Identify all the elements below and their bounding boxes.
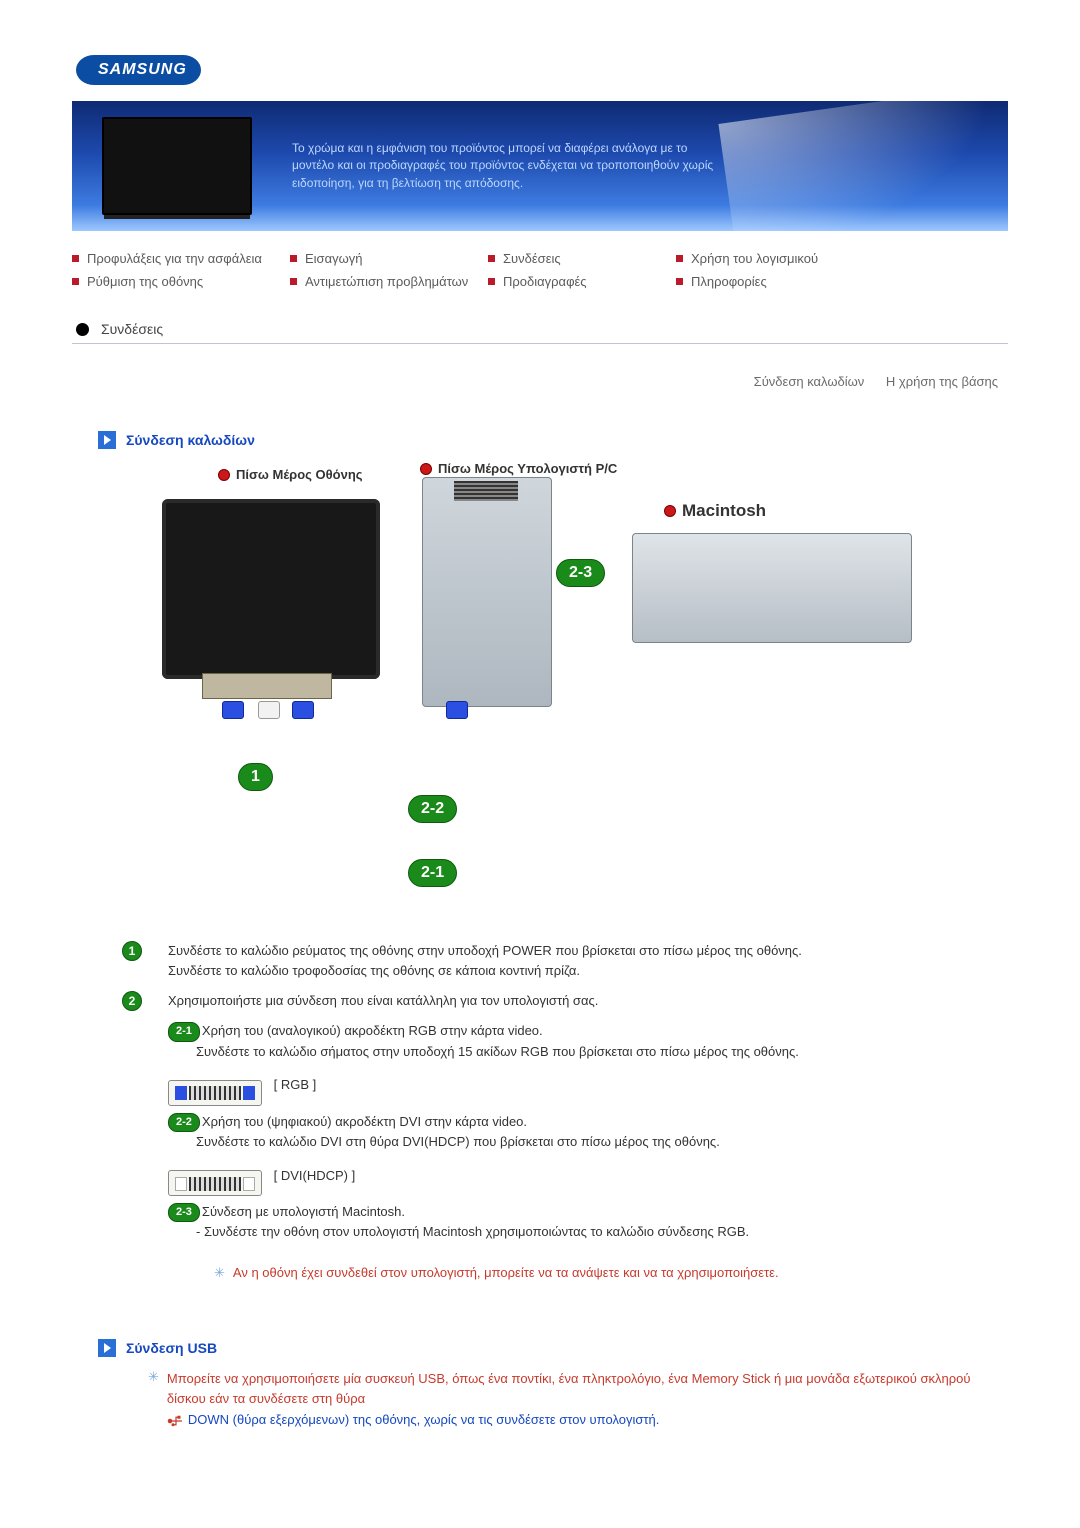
step-2: 2 Χρησιμοποιήστε μια σύνδεση που είναι κ… [122,991,958,1282]
rgb-label: [ RGB ] [274,1077,317,1092]
nav-label: Προδιαγραφές [503,274,587,289]
nav-label: Χρήση του λογισμικού [691,251,818,266]
bullet-icon [72,278,79,285]
nav-label: Προφυλάξεις για την ασφάλεια [87,251,262,266]
vga-connector-icon [222,701,244,719]
substep-2-1-desc: Συνδέστε το καλώδιο σήματος στην υποδοχή… [196,1042,799,1062]
heading-usb: Σύνδεση USB [98,1339,1008,1357]
nav-display-settings[interactable]: Ρύθμιση της οθόνης [72,274,282,289]
label-pc-rear: Πίσω Μέρος Υπολογιστή P/C [420,461,617,476]
step-2-intro: Χρησιμοποιήστε μια σύνδεση που είναι κατ… [168,991,799,1011]
bullet-icon [488,255,495,262]
step-1-body: Συνδέστε το καλώδιο ρεύματος της οθόνης … [168,941,802,981]
nav-label: Πληροφορίες [691,274,767,289]
pc-tower-graphic [422,477,552,707]
mac-graphic [632,533,912,643]
heading-text: Σύνδεση καλωδίων [126,432,255,448]
nav-safety[interactable]: Προφυλάξεις για την ασφάλεια [72,251,282,266]
bullet-icon [72,255,79,262]
step-1-line1: Συνδέστε το καλώδιο ρεύματος της οθόνης … [168,941,802,961]
usb-note-body: Μπορείτε να χρησιμοποιήσετε μία συσκευή … [167,1369,1008,1431]
step-1-line2: Συνδέστε το καλώδιο τροφοδοσίας της οθόν… [168,961,802,981]
bullet-icon [676,278,683,285]
nav-connections[interactable]: Συνδέσεις [488,251,668,266]
note-icon: ✳ [214,1263,225,1283]
substep-2-3: 2-3Σύνδεση με υπολογιστή Macintosh. - Συ… [168,1202,799,1242]
steps-list: 1 Συνδέστε το καλώδιο ρεύματος της οθόνη… [122,941,958,1283]
substep-2-3-desc: - Συνδέστε την οθόνη στον υπολογιστή Mac… [196,1222,799,1242]
step-2-body: Χρησιμοποιήστε μια σύνδεση που είναι κατ… [168,991,799,1282]
callout-2-2: 2-2 [408,795,457,823]
substep-2-3-title: Σύνδεση με υπολογιστή Macintosh. [202,1204,405,1219]
nav-software[interactable]: Χρήση του λογισμικού [676,251,896,266]
monitor-graphic [162,499,380,679]
hero-swoosh-graphic [718,101,1008,231]
subnav-cables[interactable]: Σύνδεση καλωδίων [754,374,865,389]
power-on-note: ✳ Αν η οθόνη έχει συνδεθεί στον υπολογισ… [214,1263,799,1283]
pc-vent-graphic [454,481,518,501]
usb-note-line2: DOWN (θύρα εξερχόμενων) της οθόνης, χωρί… [188,1412,659,1427]
usb-icon [167,1415,185,1427]
substep-2-2-title: Χρήση του (ψηφιακού) ακροδέκτη DVI στην … [202,1114,527,1129]
arrow-icon [98,1339,116,1357]
substep-2-2-desc: Συνδέστε το καλώδιο DVI στη θύρα DVI(HDC… [196,1132,799,1152]
monitor-ports-graphic [202,673,332,699]
nav-label: Ρύθμιση της οθόνης [87,274,203,289]
section-title: Συνδέσεις [101,321,163,337]
arrow-icon [98,431,116,449]
section-marker-connections: Συνδέσεις [72,311,1008,344]
dot-icon [76,323,89,336]
label-macintosh: Macintosh [664,501,766,521]
hero-notice-text: Το χρώμα και η εμφάνιση του προϊόντος μπ… [292,140,722,192]
subnav-stand[interactable]: Η χρήση της βάσης [886,374,998,389]
hero-monitor-graphic [102,117,252,215]
power-on-note-text: Αν η οθόνη έχει συνδεθεί στον υπολογιστή… [233,1263,779,1283]
note-icon: ✳ [148,1369,159,1431]
substep-2-1: 2-1Χρήση του (αναλογικού) ακροδέκτη RGB … [168,1021,799,1109]
connection-diagram: Πίσω Μέρος Οθόνης Πίσω Μέρος Υπολογιστή … [162,461,922,891]
bullet-icon [290,255,297,262]
subnav: Σύνδεση καλωδίων Η χρήση της βάσης [72,374,998,389]
nav-intro[interactable]: Εισαγωγή [290,251,480,266]
step-badge-1: 1 [122,941,142,961]
dvi-connector-icon [258,701,280,719]
samsung-logo: SAMSUNG [76,55,201,85]
bullet-icon [290,278,297,285]
vga-connector-icon [446,701,468,719]
callout-2-1: 2-1 [408,859,457,887]
label-monitor-rear: Πίσω Μέρος Οθόνης [218,467,363,482]
nav-label: Συνδέσεις [503,251,561,266]
nav-info[interactable]: Πληροφορίες [676,274,896,289]
sub-badge-2-3: 2-3 [168,1203,200,1222]
nav-troubleshoot[interactable]: Αντιμετώπιση προβλημάτων [290,274,480,289]
page-root: SAMSUNG Το χρώμα και η εμφάνιση του προϊ… [0,0,1080,1471]
vga-connector-icon [292,701,314,719]
callout-1: 1 [238,763,273,791]
nav-label: Εισαγωγή [305,251,362,266]
step-1: 1 Συνδέστε το καλώδιο ρεύματος της οθόνη… [122,941,958,981]
nav-label: Αντιμετώπιση προβλημάτων [305,274,468,289]
sub-badge-2-1: 2-1 [168,1022,200,1041]
usb-note: ✳ Μπορείτε να χρησιμοποιήσετε μία συσκευ… [148,1369,1008,1431]
sub-badge-2-2: 2-2 [168,1113,200,1132]
callout-2-3: 2-3 [556,559,605,587]
rgb-connector-icon [168,1080,262,1106]
usb-note-line1: Μπορείτε να χρησιμοποιήσετε μία συσκευή … [167,1371,971,1407]
dvi-label: [ DVI(HDCP) ] [274,1168,356,1183]
substep-2-1-title: Χρήση του (αναλογικού) ακροδέκτη RGB στη… [202,1023,543,1038]
dvi-connector-icon [168,1170,262,1196]
step-badge-2: 2 [122,991,142,1011]
hero-banner: Το χρώμα και η εμφάνιση του προϊόντος μπ… [72,101,1008,231]
nav-row-2: Ρύθμιση της οθόνης Αντιμετώπιση προβλημά… [72,270,1008,293]
bullet-icon [676,255,683,262]
top-nav: Προφυλάξεις για την ασφάλεια Εισαγωγή Συ… [72,247,1008,293]
bullet-icon [488,278,495,285]
nav-specs[interactable]: Προδιαγραφές [488,274,668,289]
substep-2-2: 2-2Χρήση του (ψηφιακού) ακροδέκτη DVI στ… [168,1112,799,1200]
heading-cables: Σύνδεση καλωδίων [98,431,1008,449]
nav-row-1: Προφυλάξεις για την ασφάλεια Εισαγωγή Συ… [72,247,1008,270]
heading-usb-text: Σύνδεση USB [126,1340,217,1356]
